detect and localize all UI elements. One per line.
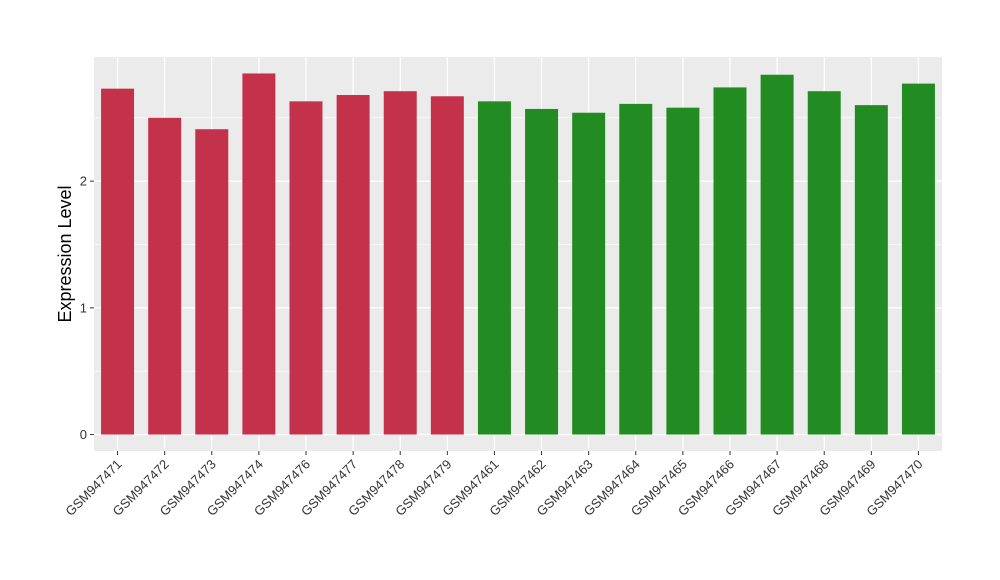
y-tick-label: 1 — [80, 300, 87, 315]
bar — [242, 73, 276, 435]
y-tick-label: 2 — [80, 174, 87, 189]
plot-panel — [94, 57, 942, 451]
x-axis: GSM947471GSM947472GSM947473GSM947474GSM9… — [62, 451, 926, 519]
bar — [572, 112, 606, 435]
bar — [854, 105, 888, 435]
bar — [289, 101, 323, 435]
y-tick-label: 0 — [80, 427, 87, 442]
bar — [666, 107, 700, 435]
bars — [101, 73, 935, 435]
bar — [101, 88, 135, 435]
bar — [619, 103, 653, 435]
bar — [760, 74, 794, 435]
y-axis: 0 1 2 — [80, 174, 94, 442]
bar — [901, 83, 935, 435]
bar — [525, 108, 559, 435]
bar — [713, 87, 747, 435]
bar — [383, 91, 417, 435]
bar — [195, 129, 229, 435]
y-axis-title: Expression Level — [55, 185, 75, 322]
bar — [477, 101, 511, 435]
bar — [430, 96, 464, 435]
bar — [148, 117, 182, 435]
bar — [336, 95, 370, 435]
bar — [807, 91, 841, 435]
